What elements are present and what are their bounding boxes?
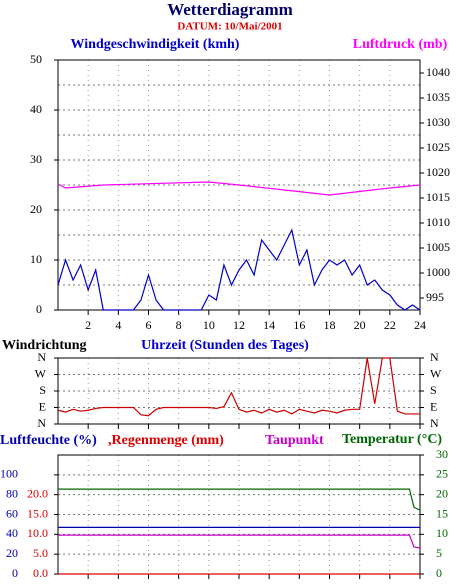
x-tick-label: 18 [324, 318, 336, 332]
series-label: Luftdruck (mb) [353, 37, 448, 52]
series-label: Windgeschwindigkeit (kmh) [71, 37, 240, 52]
y-tick-label: 10 [30, 252, 42, 266]
x-tick-label: 4 [115, 318, 121, 332]
series-label: ,Regenmenge (mm) [108, 433, 224, 448]
chart-title: Wetterdiagramm [167, 0, 293, 19]
series-line [57, 181, 421, 196]
y2-tick-label: 30 [436, 447, 448, 461]
y2-tick-label: 15 [436, 506, 448, 520]
y2-tick-label: 1030 [426, 115, 450, 129]
y3-tick-label: 0.0 [33, 566, 48, 580]
y3-tick-label: 5.0 [33, 546, 48, 560]
series-label: Windrichtung [2, 338, 87, 353]
chart-subtitle: DATUM: 10/Mai/2001 [177, 21, 282, 33]
series-label: Taupunkt [265, 433, 324, 448]
y-tick-label: N [430, 350, 439, 364]
y-tick-label: 80 [6, 486, 18, 500]
y-tick-label: W [35, 366, 47, 380]
y-tick-label: E [430, 399, 437, 413]
series-line [58, 534, 421, 549]
y3-tick-label: 20.0 [27, 486, 48, 500]
y2-tick-label: 1025 [426, 140, 450, 154]
x-tick-label: 6 [146, 318, 152, 332]
x-tick-label: 2 [85, 318, 91, 332]
y2-tick-label: 1000 [426, 265, 450, 279]
y-tick-label: 20 [30, 202, 42, 216]
y2-tick-label: 20 [436, 486, 448, 500]
y3-tick-label: 10.0 [27, 526, 48, 540]
y2-tick-label: 1035 [426, 90, 450, 104]
series-line [57, 357, 420, 417]
y-tick-label: 100 [0, 467, 18, 481]
y-tick-label: 0 [12, 566, 18, 580]
y2-tick-label: 0 [436, 566, 442, 580]
y-tick-label: N [37, 416, 46, 430]
series-label: Temperatur (°C) [342, 432, 442, 447]
y2-tick-label: 5 [436, 546, 442, 560]
y-tick-label: W [430, 366, 442, 380]
y2-tick-label: 1015 [426, 190, 450, 204]
y2-tick-label: 1005 [426, 240, 450, 254]
y3-tick-label: 15.0 [27, 506, 48, 520]
y2-tick-label: 1040 [426, 65, 450, 79]
y2-tick-label: 25 [436, 467, 448, 481]
y-tick-label: S [39, 383, 46, 397]
y2-tick-label: 10 [436, 526, 448, 540]
x-tick-label: 12 [233, 318, 245, 332]
y-tick-label: 40 [30, 102, 42, 116]
x-axis-label: Uhrzeit (Stunden des Tages) [141, 338, 309, 353]
y-tick-label: 50 [30, 52, 42, 66]
x-tick-label: 14 [263, 318, 275, 332]
y-tick-label: S [430, 383, 437, 397]
x-tick-label: 20 [354, 318, 366, 332]
series-label: Luftfeuchte (%) [0, 433, 97, 448]
series-line [58, 488, 421, 511]
x-tick-label: 10 [203, 318, 215, 332]
series-line [57, 228, 421, 311]
y-tick-label: 20 [6, 546, 18, 560]
y-tick-label: E [39, 399, 46, 413]
x-tick-label: 24 [414, 318, 426, 332]
y2-tick-label: 995 [426, 290, 444, 304]
y2-tick-label: 1010 [426, 215, 450, 229]
x-tick-label: 8 [176, 318, 182, 332]
y-tick-label: 0 [36, 302, 42, 316]
y-tick-label: 30 [30, 152, 42, 166]
y-tick-label: N [37, 350, 46, 364]
x-tick-label: 22 [384, 318, 396, 332]
y-tick-label: N [430, 416, 439, 430]
y-tick-label: 40 [6, 526, 18, 540]
y-tick-label: 60 [6, 506, 18, 520]
y2-tick-label: 1020 [426, 165, 450, 179]
x-tick-label: 16 [293, 318, 305, 332]
